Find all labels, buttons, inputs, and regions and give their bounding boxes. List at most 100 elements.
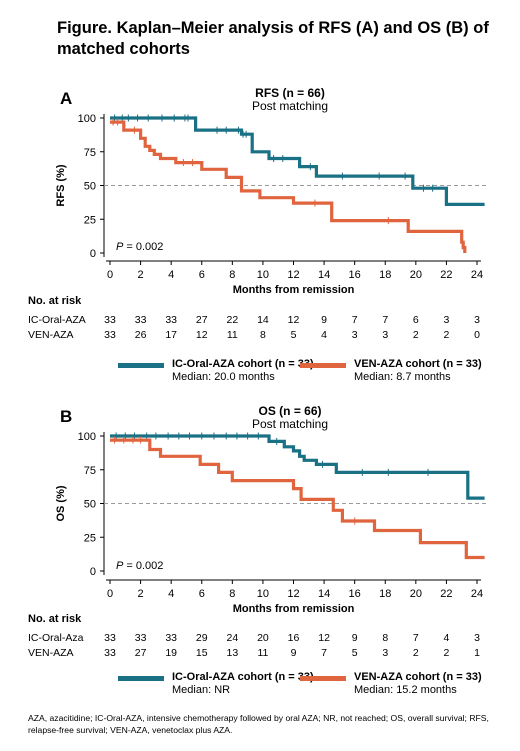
x-tick-label: 6 — [199, 588, 205, 600]
legend-series-name: IC-Oral-AZA cohort (n = 33) — [172, 671, 314, 683]
x-tick-label: 6 — [199, 269, 205, 281]
risk-count: 27 — [195, 314, 208, 326]
y-tick-label: 25 — [84, 532, 96, 544]
risk-count: 4 — [321, 329, 327, 341]
x-tick-label: 10 — [257, 588, 269, 600]
risk-count: 11 — [226, 329, 238, 341]
risk-row-label: VEN-AZA — [28, 329, 74, 341]
risk-count: 33 — [134, 632, 147, 644]
risk-count: 2 — [412, 647, 419, 659]
risk-count: 3 — [351, 329, 358, 341]
risk-count: 33 — [104, 647, 116, 659]
risk-count: 5 — [290, 329, 297, 341]
risk-count: 19 — [165, 647, 177, 659]
risk-count: 16 — [287, 632, 300, 644]
risk-count: 7 — [412, 632, 419, 644]
x-tick-label: 2 — [138, 269, 144, 281]
risk-count: 8 — [382, 632, 389, 644]
chart-title: RFS (n = 66) — [255, 86, 325, 100]
y-tick-label: 50 — [84, 181, 96, 193]
x-tick-label: 20 — [410, 269, 422, 281]
x-tick-label: 12 — [287, 269, 299, 281]
y-tick-label: 25 — [84, 214, 96, 226]
risk-count: 7 — [351, 314, 358, 326]
y-tick-label: 75 — [84, 465, 96, 477]
risk-row-ven-aza: VEN-AZA 33 26 17 12 11 8 5 4 3 3 2 2 0 — [0, 329, 520, 342]
legend-median: Median: NR — [172, 684, 231, 696]
legend-swatch — [300, 363, 346, 368]
x-tick-label: 18 — [379, 269, 391, 281]
risk-row-label: IC-Oral-Aza — [28, 632, 84, 644]
chart-title: OS (n = 66) — [258, 404, 321, 418]
risk-count: 3 — [474, 632, 480, 644]
risk-count: 15 — [195, 647, 208, 659]
x-tick-label: 0 — [107, 269, 113, 281]
legend-swatch — [118, 676, 164, 681]
risk-count: 3 — [443, 314, 450, 326]
x-tick-label: 20 — [410, 588, 422, 600]
x-tick-label: 8 — [229, 588, 235, 600]
x-tick-label: 0 — [107, 588, 113, 600]
risk-count: 2 — [443, 647, 450, 659]
x-tick-label: 22 — [440, 269, 452, 281]
y-tick-label: 0 — [90, 566, 96, 578]
chart-subtitle: Post matching — [252, 417, 328, 431]
risk-count: 6 — [412, 314, 419, 326]
y-axis-label: RFS (%) — [55, 164, 67, 207]
risk-count: 7 — [321, 647, 327, 659]
x-axis-label: Months from remission — [233, 284, 355, 296]
x-tick-label: 4 — [168, 588, 174, 600]
risk-table-title: No. at risk — [28, 295, 82, 307]
p-value-annotation: P = 0.002 — [116, 241, 163, 253]
risk-count: 9 — [351, 632, 358, 644]
y-tick-label: 75 — [84, 147, 96, 159]
x-tick-label: 16 — [349, 588, 361, 600]
risk-row-label: VEN-AZA — [28, 647, 74, 659]
x-tick-label: 14 — [318, 269, 330, 281]
risk-count: 33 — [104, 632, 116, 644]
risk-count: 33 — [134, 314, 147, 326]
risk-table-title: No. at risk — [28, 613, 82, 625]
y-tick-label: 50 — [84, 499, 96, 511]
y-tick-label: 100 — [78, 113, 96, 125]
risk-row-label: IC-Oral-AZA — [28, 314, 86, 326]
risk-count: 24 — [226, 632, 239, 644]
risk-row-ic-oral-aza: IC-Oral-Aza 33 33 33 29 24 20 16 12 9 8 7 4 3 — [0, 632, 520, 645]
x-tick-label: 10 — [257, 269, 269, 281]
risk-count: 33 — [104, 314, 116, 326]
risk-count: 12 — [318, 632, 330, 644]
risk-count: 2 — [443, 329, 450, 341]
legend-median: Median: 8.7 months — [354, 371, 451, 383]
risk-count: 13 — [226, 647, 239, 659]
legend-median: Median: 20.0 months — [172, 371, 275, 383]
x-tick-label: 16 — [349, 269, 361, 281]
risk-count: 3 — [382, 329, 389, 341]
risk-count: 29 — [195, 632, 208, 644]
risk-count: 0 — [474, 329, 480, 341]
risk-count: 20 — [257, 632, 269, 644]
risk-count: 33 — [165, 314, 177, 326]
p-value-annotation: P = 0.002 — [116, 560, 163, 572]
x-tick-label: 14 — [318, 588, 330, 600]
risk-count: 11 — [257, 647, 269, 659]
risk-count: 4 — [443, 632, 450, 644]
x-tick-label: 24 — [471, 269, 483, 281]
risk-count: 2 — [412, 329, 419, 341]
legend-swatch — [118, 363, 164, 368]
x-tick-label: 18 — [379, 588, 391, 600]
risk-count: 3 — [382, 647, 389, 659]
figure-title: Figure. Kaplan–Meier analysis of RFS (A)… — [57, 19, 489, 58]
x-tick-label: 12 — [287, 588, 299, 600]
risk-count: 9 — [321, 314, 327, 326]
x-axis-label: Months from remission — [233, 603, 355, 615]
risk-count: 12 — [287, 314, 300, 326]
legend-series-name: IC-Oral-AZA cohort (n = 33) — [172, 358, 314, 370]
legend-swatch — [300, 676, 346, 681]
footnote: AZA, azacitidine; IC-Oral-AZA, intensive… — [28, 713, 489, 735]
chart-subtitle: Post matching — [252, 99, 328, 113]
km-curve-ic-oral-aza — [110, 434, 485, 500]
legend-median: Median: 15.2 months — [354, 684, 457, 696]
panel-label: A — [60, 89, 72, 108]
